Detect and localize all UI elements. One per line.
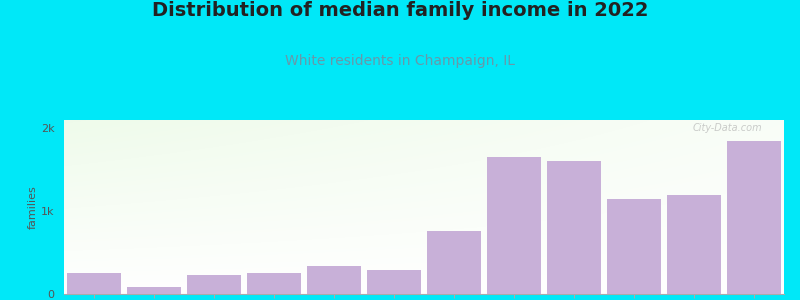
Bar bbox=[67, 273, 121, 294]
Bar bbox=[307, 266, 361, 294]
Bar bbox=[547, 161, 601, 294]
Bar bbox=[247, 273, 301, 294]
Y-axis label: families: families bbox=[28, 185, 38, 229]
Bar bbox=[487, 157, 541, 294]
Bar bbox=[427, 231, 481, 294]
Bar bbox=[667, 195, 721, 294]
Bar bbox=[727, 141, 781, 294]
Bar bbox=[127, 287, 181, 294]
Bar bbox=[607, 199, 661, 294]
Bar bbox=[367, 270, 421, 294]
Text: Distribution of median family income in 2022: Distribution of median family income in … bbox=[152, 2, 648, 20]
Text: City-Data.com: City-Data.com bbox=[693, 124, 762, 134]
Text: White residents in Champaign, IL: White residents in Champaign, IL bbox=[285, 54, 515, 68]
Bar bbox=[187, 275, 241, 294]
